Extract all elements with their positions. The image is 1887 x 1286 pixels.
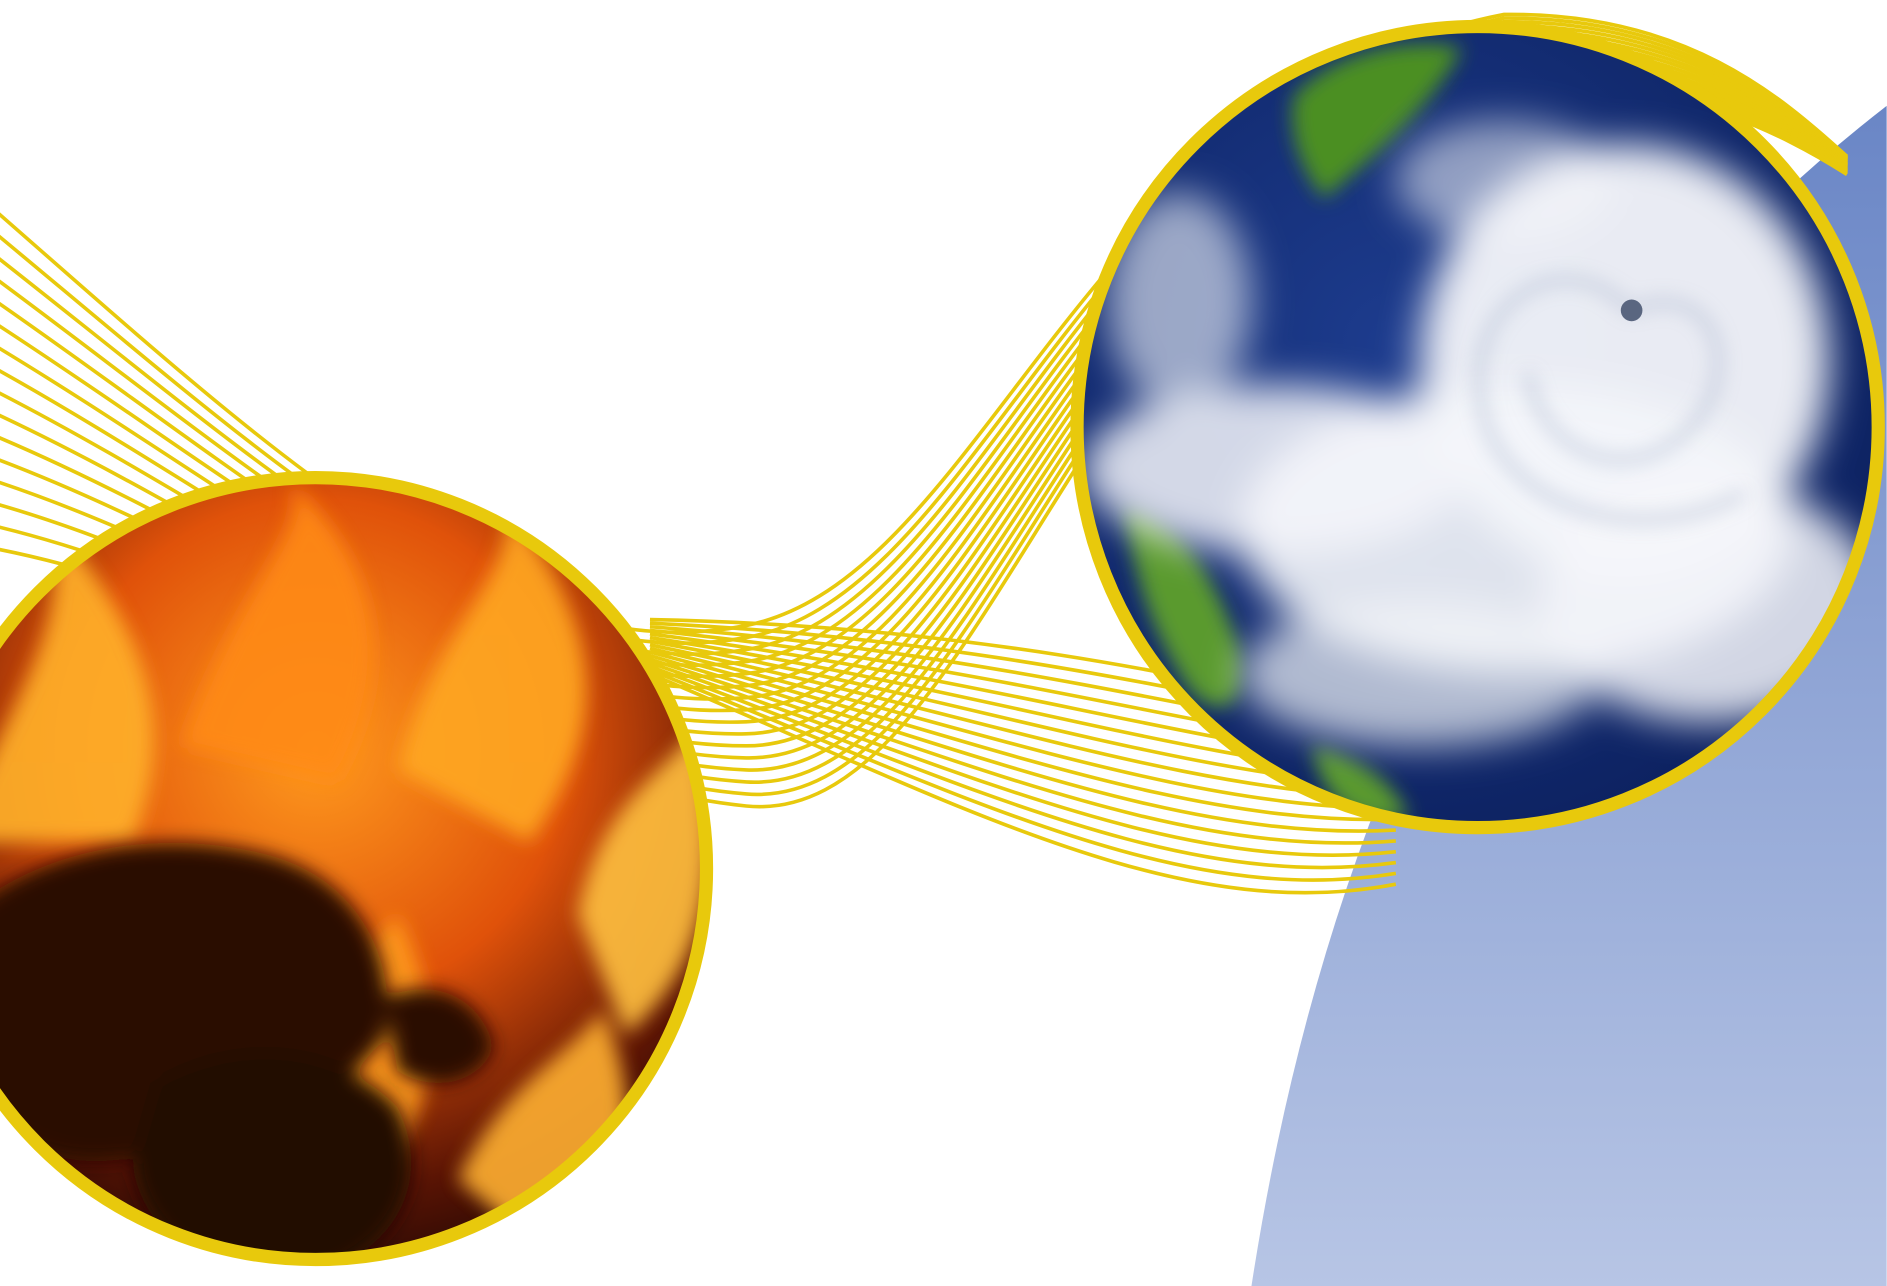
typhoon-frame [1070, 19, 1885, 835]
wave-line [649, 653, 1396, 833]
wave-line [649, 672, 1397, 895]
wave-line [649, 668, 1397, 882]
wave-line [649, 646, 1396, 811]
wave-line [649, 664, 1397, 870]
fire-frame [0, 471, 714, 1267]
wave-line [649, 650, 1396, 822]
wave-line [649, 661, 1397, 857]
fire-image [0, 477, 707, 1260]
typhoon-image [1077, 26, 1879, 828]
wave-line [649, 657, 1396, 845]
